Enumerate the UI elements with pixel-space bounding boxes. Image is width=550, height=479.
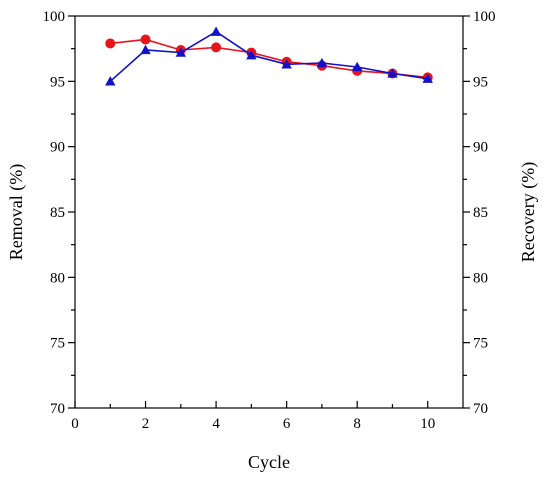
y-axis-title: Removal (%) xyxy=(6,164,27,260)
plot-frame xyxy=(74,15,464,409)
y-tick-label: 75 xyxy=(50,336,65,352)
data-point-triangle xyxy=(422,73,433,83)
y2-tick-label: 70 xyxy=(473,401,488,417)
y-tick-label: 100 xyxy=(43,9,66,25)
series-1 xyxy=(105,34,433,83)
x-tick-label: 6 xyxy=(283,416,291,432)
data-point-triangle xyxy=(281,59,292,69)
y-tick-label: 80 xyxy=(50,270,65,286)
series-1-line xyxy=(110,38,428,79)
y2-axis-title: Recovery (%) xyxy=(518,162,539,262)
x-tick-label: 8 xyxy=(353,416,361,432)
data-point-circle xyxy=(211,42,222,53)
series-2-line xyxy=(109,30,428,82)
x-tick-label: 2 xyxy=(142,416,150,432)
data-point-circle xyxy=(140,34,151,45)
data-point-triangle xyxy=(140,44,151,55)
y2-tick-label: 95 xyxy=(473,74,488,90)
x-axis-title: Cycle xyxy=(248,452,290,472)
y-tick-label: 85 xyxy=(50,205,65,221)
data-point-triangle xyxy=(175,47,187,57)
x-tick-label: 0 xyxy=(71,416,79,432)
data-point-circle xyxy=(105,38,116,49)
x-tick-label: 10 xyxy=(420,416,435,432)
x-tick-label: 4 xyxy=(212,416,220,432)
series-2 xyxy=(105,26,433,86)
y-tick-label: 90 xyxy=(50,140,65,156)
y-tick-label: 70 xyxy=(50,401,65,417)
data-point-triangle xyxy=(316,57,328,68)
data-point-triangle xyxy=(210,26,222,36)
data-point-triangle xyxy=(105,76,116,86)
y2-tick-label: 80 xyxy=(473,270,488,286)
data-point-triangle xyxy=(387,68,398,78)
tick-labels: 0 2 4 6 8 10 70 70 75 75 80 80 85 85 90 90 95 95 100 100 xyxy=(43,9,496,432)
data-point-triangle xyxy=(351,61,363,72)
series-layer xyxy=(105,26,433,86)
tick-marks xyxy=(68,15,470,409)
y2-tick-label: 85 xyxy=(473,205,488,221)
y-tick-label: 95 xyxy=(50,74,65,90)
data-point-triangle xyxy=(246,50,257,60)
y2-tick-label: 75 xyxy=(473,336,488,352)
y2-tick-label: 100 xyxy=(473,9,496,25)
y2-tick-label: 90 xyxy=(473,140,488,156)
